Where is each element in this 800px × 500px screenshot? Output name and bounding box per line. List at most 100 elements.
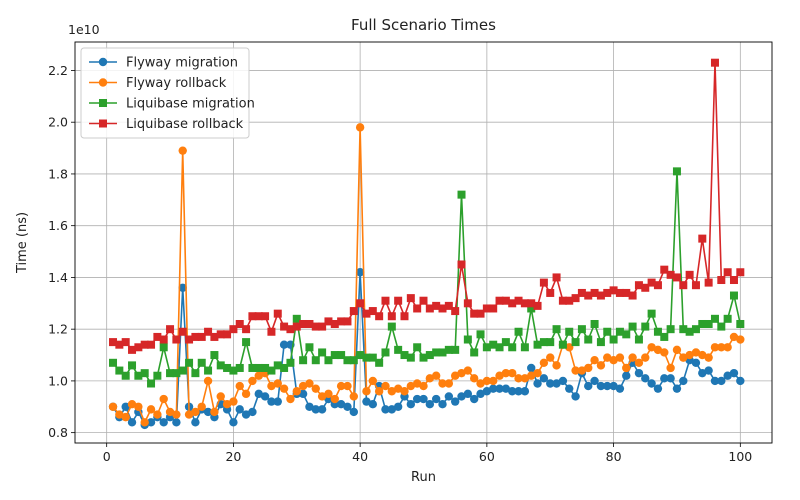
flyway-rollback-point [539,358,549,367]
liquibase-rollback-point [546,288,555,297]
flyway-rollback-point [273,379,282,388]
liquibase-rollback-point [261,312,270,321]
liquibase-migration-point [159,343,168,352]
x-tick-label: 100 [728,449,752,464]
flyway-rollback-point [489,376,498,386]
liquibase-rollback-point [723,268,732,277]
liquibase-rollback-point [622,288,631,297]
liquibase-migration-point [242,338,251,347]
legend-marker [98,78,108,87]
legend-item-liquibase-rollback: Liquibase rollback [89,117,244,132]
flyway-rollback-point [685,350,694,360]
flyway-rollback-point [324,389,333,399]
liquibase-rollback-point [387,312,396,321]
liquibase-migration-point [185,358,194,367]
y-tick-label: 1.0 [48,373,68,388]
liquibase-rollback-point [254,312,263,321]
liquibase-rollback-point [216,330,225,339]
liquibase-migration-point [115,366,124,375]
liquibase-rollback-point [457,260,466,269]
flyway-migration-point [305,402,314,411]
liquibase-migration-point [318,348,327,357]
plot-frame [74,41,773,444]
y-tick-label: 1.2 [48,322,68,337]
liquibase-migration-point [666,325,675,334]
flyway-rollback-point [565,343,574,352]
flyway-migration-point [146,418,156,427]
flyway-rollback-point [254,371,263,380]
flyway-migration-point [203,407,213,417]
flyway-rollback-point [653,345,663,355]
liquibase-migration-point [679,325,688,334]
liquibase-migration-point [691,325,700,334]
liquibase-migration-point [609,335,618,344]
flyway-migration-point [539,374,549,383]
flyway-migration-point [501,384,511,393]
liquibase-rollback-point [273,309,282,318]
flyway-rollback-point [349,392,358,401]
flyway-rollback-point [419,381,428,391]
liquibase-rollback-point [672,273,681,282]
liquibase-rollback-point [489,304,498,313]
flyway-migration-point [660,374,669,383]
flyway-migration-point [438,399,447,409]
liquibase-rollback-point [704,278,713,287]
flyway-rollback-point [546,353,555,362]
liquibase-rollback-point [596,291,605,300]
flyway-rollback-point [463,366,473,375]
flyway-rollback-point [235,381,244,391]
liquibase-migration-point [280,363,289,372]
flyway-migration-point [311,405,320,414]
flyway-migration-point [615,384,625,393]
flyway-migration-point [425,399,435,409]
y-tick-label: 1.6 [48,218,68,233]
flyway-rollback-point [368,376,378,386]
liquibase-rollback-point [438,304,447,313]
flyway-migration-point [647,379,656,388]
liquibase-rollback-point [495,296,504,305]
liquibase-rollback-point [729,276,738,285]
liquibase-migration-point [191,369,200,378]
liquibase-rollback-point [710,58,719,67]
liquibase-migration-point [463,335,472,344]
flyway-migration-point [191,418,200,427]
liquibase-migration-point [406,353,415,362]
liquibase-rollback-point [527,299,536,308]
liquibase-migration-point [343,356,352,365]
flyway-rollback-point [603,353,612,362]
liquibase-migration-point [451,345,460,354]
liquibase-migration-point [109,358,118,367]
flyway-rollback-point [609,356,618,365]
x-tick-label: 40 [352,449,368,464]
liquibase-rollback-point [653,281,662,290]
flyway-migration-series [108,268,745,430]
flyway-migration-point [336,399,346,409]
liquibase-rollback-point [590,288,599,297]
liquibase-rollback-point [153,332,162,341]
liquibase-rollback-point [286,325,295,334]
liquibase-rollback-point [603,288,612,297]
grid [75,42,772,443]
flyway-rollback-point [704,353,713,362]
flyway-rollback-point [691,348,701,357]
flyway-migration-point [393,402,403,411]
x-tick-label: 20 [225,449,241,464]
liquibase-rollback-point [470,309,479,318]
flyway-migration-point [691,358,701,367]
flyway-rollback-point [710,343,720,352]
liquibase-migration-point [419,353,428,362]
liquibase-migration-point [444,345,453,354]
liquibase-migration-point [723,314,732,323]
flyway-rollback-point [527,371,536,380]
liquibase-migration-point [299,356,308,365]
flyway-rollback-point [717,343,726,352]
flyway-rollback-point [216,392,225,401]
y-scale-label: 1e10 [68,22,100,37]
liquibase-rollback-point [400,312,409,321]
liquibase-migration-point [330,351,339,360]
liquibase-rollback-point [337,317,346,326]
flyway-rollback-point [191,407,200,417]
y-tick-label: 2.0 [48,115,68,130]
liquibase-migration-point [229,366,238,375]
liquibase-migration-point [140,369,149,378]
